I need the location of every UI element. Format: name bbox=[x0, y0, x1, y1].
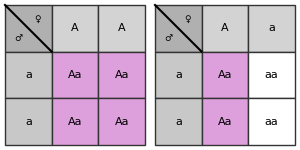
Bar bbox=[202, 52, 248, 98]
Text: Aa: Aa bbox=[68, 117, 82, 127]
Bar bbox=[202, 5, 248, 52]
Bar bbox=[155, 52, 202, 98]
Bar bbox=[202, 98, 248, 145]
Text: Aa: Aa bbox=[114, 117, 129, 127]
Text: a: a bbox=[268, 23, 275, 33]
Bar bbox=[98, 5, 145, 52]
Text: A: A bbox=[71, 23, 79, 33]
Bar bbox=[5, 98, 52, 145]
Bar bbox=[248, 52, 295, 98]
Bar bbox=[155, 98, 202, 145]
Text: a: a bbox=[175, 70, 182, 80]
Bar bbox=[52, 52, 98, 98]
Text: A: A bbox=[118, 23, 125, 33]
Text: aa: aa bbox=[265, 117, 278, 127]
Text: a: a bbox=[25, 117, 32, 127]
Bar bbox=[248, 98, 295, 145]
Bar bbox=[52, 5, 98, 52]
Bar bbox=[98, 52, 145, 98]
Text: a: a bbox=[25, 70, 32, 80]
Bar bbox=[5, 52, 52, 98]
Text: ♂: ♂ bbox=[164, 34, 172, 43]
Text: aa: aa bbox=[265, 70, 278, 80]
Bar bbox=[155, 5, 202, 52]
Bar bbox=[5, 5, 52, 52]
Text: Aa: Aa bbox=[218, 70, 232, 80]
Bar bbox=[248, 5, 295, 52]
Text: Aa: Aa bbox=[218, 117, 232, 127]
Bar bbox=[98, 98, 145, 145]
Text: A: A bbox=[221, 23, 229, 33]
Bar bbox=[52, 98, 98, 145]
Text: a: a bbox=[175, 117, 182, 127]
Text: Aa: Aa bbox=[68, 70, 82, 80]
Text: ♀: ♀ bbox=[34, 15, 41, 24]
Text: ♂: ♂ bbox=[14, 34, 22, 43]
Text: Aa: Aa bbox=[114, 70, 129, 80]
Text: ♀: ♀ bbox=[184, 15, 191, 24]
